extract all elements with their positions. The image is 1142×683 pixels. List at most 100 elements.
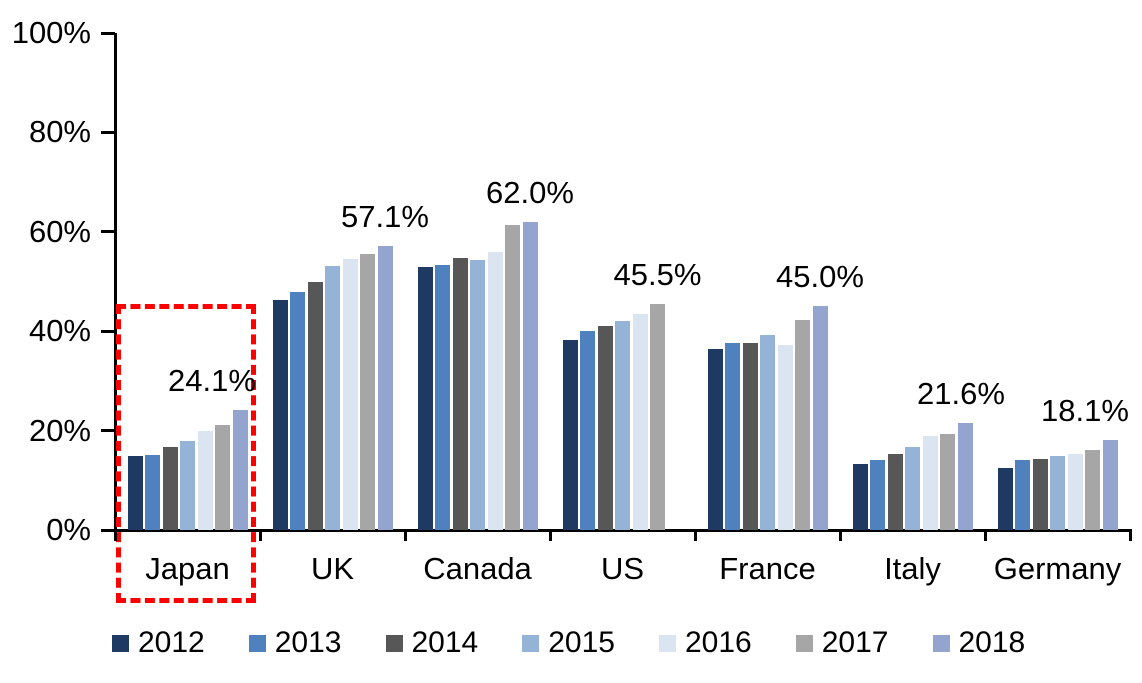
legend-item-2018: 2018 — [932, 626, 1026, 660]
x-axis-tick — [838, 530, 842, 541]
y-axis-tick-label: 80% — [28, 114, 91, 150]
y-axis-tick-label: 60% — [28, 213, 91, 249]
bar-2016-us — [632, 313, 648, 530]
bar-2012-japan — [127, 456, 143, 530]
x-axis-category-label-us: US — [600, 551, 645, 586]
bar-2016-japan — [197, 430, 213, 530]
legend-label-2017: 2017 — [821, 626, 889, 659]
legend-label-2012: 2012 — [138, 626, 205, 659]
x-axis-category-label-japan: Japan — [145, 551, 230, 586]
bar-2018-germany — [1102, 440, 1118, 530]
bar-2015-italy — [905, 447, 920, 530]
legend-item-2013: 2013 — [248, 626, 342, 660]
legend-swatch-2018 — [932, 634, 950, 652]
bar-2014-france — [742, 342, 758, 530]
bar-2012-italy — [852, 464, 868, 530]
data-label-canada: 62.0% — [486, 174, 574, 210]
bar-2012-uk — [272, 300, 288, 530]
legend: 2012 2013 2014 2015 2016 2017 2018 — [112, 626, 1025, 660]
bar-2012-us — [562, 340, 578, 530]
bar-2012-france — [707, 348, 723, 530]
bar-2018-japan — [232, 410, 248, 530]
bar-2016-canada — [487, 251, 503, 530]
bar-2018-france — [812, 306, 828, 530]
x-axis-line — [113, 528, 1132, 532]
y-axis-tick — [101, 429, 115, 433]
bar-2016-france — [777, 344, 793, 530]
x-axis-tick — [983, 530, 987, 541]
y-axis-tick — [101, 130, 115, 134]
bar-2014-us — [597, 326, 613, 530]
legend-item-2017: 2017 — [795, 626, 889, 660]
bar-2017-canada — [505, 224, 520, 530]
y-axis-tick — [101, 528, 115, 532]
bar-2017-japan — [215, 425, 230, 530]
bar-2018-canada — [522, 221, 538, 530]
x-axis-tick — [693, 530, 697, 541]
legend-item-2015: 2015 — [522, 626, 615, 660]
bar-2018-italy — [957, 422, 973, 530]
data-label-italy: 21.6% — [917, 375, 1005, 411]
legend-item-2012: 2012 — [112, 626, 205, 660]
y-axis-tick — [101, 230, 115, 234]
bar-2015-france — [760, 334, 775, 530]
bar-2012-germany — [997, 467, 1013, 530]
x-axis-tick — [403, 530, 407, 541]
y-axis-line — [113, 33, 117, 530]
x-axis-category-label-uk: UK — [310, 551, 355, 586]
bar-2013-italy — [870, 460, 885, 530]
legend-label-2016: 2016 — [685, 626, 752, 659]
bar-2014-italy — [887, 454, 903, 530]
bar-2013-france — [725, 342, 740, 530]
bar-2017-germany — [1085, 450, 1100, 530]
legend-item-2016: 2016 — [659, 626, 752, 660]
bar-2014-germany — [1032, 458, 1048, 530]
bar-2016-uk — [342, 259, 358, 530]
bar-2017-france — [795, 319, 810, 530]
bar-2018-uk — [377, 246, 393, 530]
bar-2016-italy — [922, 436, 938, 530]
bar-2013-japan — [145, 455, 160, 530]
y-axis-tick-label: 0% — [46, 512, 91, 547]
legend-swatch-2014 — [385, 634, 403, 652]
legend-label-2018: 2018 — [958, 626, 1026, 659]
x-axis-tick — [1128, 530, 1132, 541]
x-axis-category-label-france: France — [719, 551, 816, 586]
x-axis-category-label-germany: Germany — [993, 551, 1122, 586]
legend-item-2014: 2014 — [385, 626, 479, 660]
legend-label-2014: 2014 — [411, 626, 479, 659]
legend-swatch-2012 — [112, 634, 129, 652]
data-label-japan: 24.1% — [168, 363, 256, 399]
bar-2017-us — [650, 303, 665, 530]
y-axis-tick-label: 100% — [11, 15, 91, 50]
bar-2012-canada — [417, 267, 433, 530]
bar-2013-germany — [1015, 460, 1030, 530]
bar-2015-germany — [1050, 456, 1065, 530]
legend-label-2015: 2015 — [548, 626, 615, 659]
bar-2013-uk — [290, 292, 305, 530]
data-label-germany: 18.1% — [1041, 393, 1129, 429]
legend-swatch-2015 — [522, 634, 540, 652]
bar-2015-us — [615, 321, 630, 530]
legend-label-2013: 2013 — [274, 626, 342, 659]
legend-swatch-2013 — [248, 634, 266, 652]
y-axis-tick-label: 20% — [28, 412, 91, 448]
x-axis-tick — [113, 530, 117, 541]
bar-2015-japan — [180, 440, 195, 530]
bar-2013-us — [580, 331, 595, 530]
bar-2015-canada — [470, 259, 485, 530]
data-label-france: 45.0% — [776, 259, 864, 295]
bar-2017-uk — [360, 253, 375, 530]
data-label-us: 45.5% — [613, 256, 702, 292]
bar-2014-canada — [452, 257, 468, 530]
legend-swatch-2016 — [659, 634, 676, 652]
legend-swatch-2017 — [795, 634, 813, 652]
y-axis-tick-label: 40% — [28, 313, 91, 349]
x-axis-tick — [258, 530, 262, 541]
bar-2014-japan — [162, 447, 178, 530]
bar-2013-canada — [435, 265, 450, 530]
bar-2016-germany — [1067, 453, 1083, 530]
y-axis-tick — [101, 31, 115, 35]
bar-2014-uk — [307, 281, 323, 530]
